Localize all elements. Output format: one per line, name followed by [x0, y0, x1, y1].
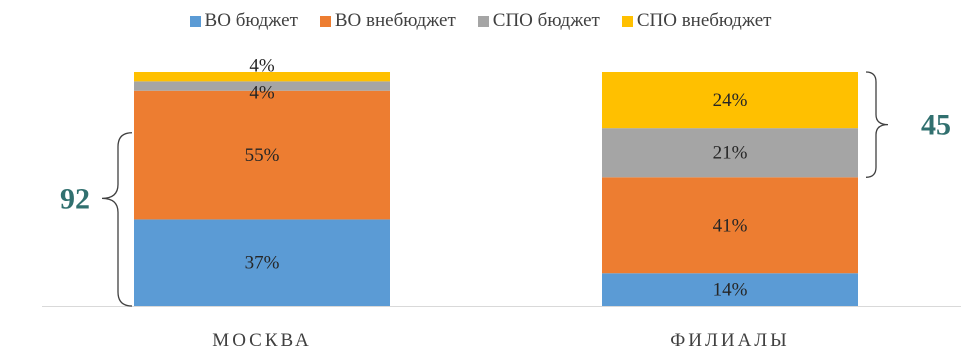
bar-segment-2-2 [602, 177, 858, 274]
annotation-total-2: 45 [921, 109, 951, 142]
annotation-bracket-1 [101, 132, 133, 307]
bar-segment-1-3 [134, 81, 390, 91]
data-label-1-1: 37% [245, 253, 280, 274]
legend-swatch-spo-budget [477, 15, 489, 27]
bar-segment-2-3 [602, 128, 858, 178]
data-label-1-3: 4% [249, 82, 275, 103]
category-label-2: ФИЛИАЛЫ [670, 330, 790, 351]
data-label-2-2: 41% [713, 215, 748, 236]
category-label-1: МОСКВА [212, 330, 311, 351]
bar-segment-1-2 [134, 90, 390, 220]
legend-label-vo-offbudget: ВО внебюджет [334, 10, 456, 31]
legend-item-vo-budget: ВО бюджет [189, 10, 298, 32]
annotation-total-1: 92 [60, 182, 90, 215]
bar-segment-1-1 [134, 219, 390, 306]
chart-legend: ВО бюджет ВО внебюджет СПО бюджет СПО вн… [0, 10, 961, 32]
legend-item-spo-budget: СПО бюджет [477, 10, 600, 32]
legend-item-spo-offbudget: СПО внебюджет [621, 10, 772, 32]
bar-segment-2-4 [602, 72, 858, 129]
legend-label-spo-offbudget: СПО внебюджет [636, 10, 772, 31]
annotation-bracket-2 [865, 71, 889, 178]
data-label-1-2: 55% [245, 145, 280, 166]
bar-segment-1-4 [134, 72, 390, 82]
bar-segment-2-1 [602, 273, 858, 306]
data-label-2-1: 14% [713, 280, 748, 301]
legend-swatch-vo-offbudget [319, 15, 331, 27]
legend-swatch-spo-offbudget [621, 15, 633, 27]
legend-item-vo-offbudget: ВО внебюджет [319, 10, 456, 32]
legend-swatch-vo-budget [189, 15, 201, 27]
data-label-2-3: 21% [713, 143, 748, 164]
data-label-2-4: 24% [713, 90, 748, 111]
data-label-1-4: 4% [249, 56, 275, 77]
legend-label-vo-budget: ВО бюджет [204, 10, 298, 31]
legend-label-spo-budget: СПО бюджет [492, 10, 600, 31]
